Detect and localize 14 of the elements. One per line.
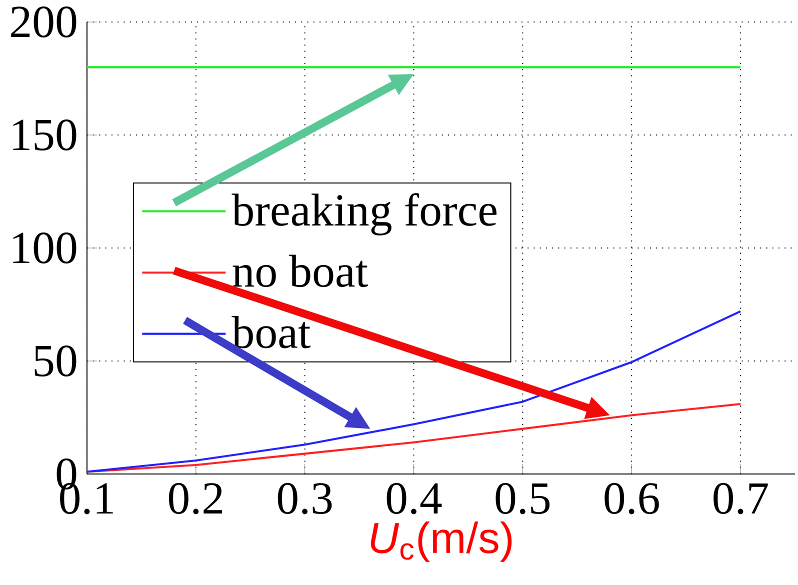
x-axis-title: U$_{c}$(m/s) xyxy=(370,522,512,562)
legend-label: boat xyxy=(232,316,310,348)
legend-label: breaking force xyxy=(232,193,496,236)
x-tick-label: 0.6 xyxy=(604,483,659,514)
y-tick-label: 100 xyxy=(13,232,76,264)
legend-label: no boat xyxy=(232,254,368,288)
x-tick-label: 0.7 xyxy=(714,483,768,514)
x-tick-label: 0.2 xyxy=(168,483,222,514)
x-tick-label: 0.4 xyxy=(386,483,442,514)
x-tick-label: 0.3 xyxy=(278,483,332,514)
x-tick-label: 0.5 xyxy=(496,483,550,514)
y-tick-label: 200 xyxy=(11,6,76,38)
y-tick-label: 150 xyxy=(13,120,76,150)
y-tick-label: 50 xyxy=(34,346,76,376)
